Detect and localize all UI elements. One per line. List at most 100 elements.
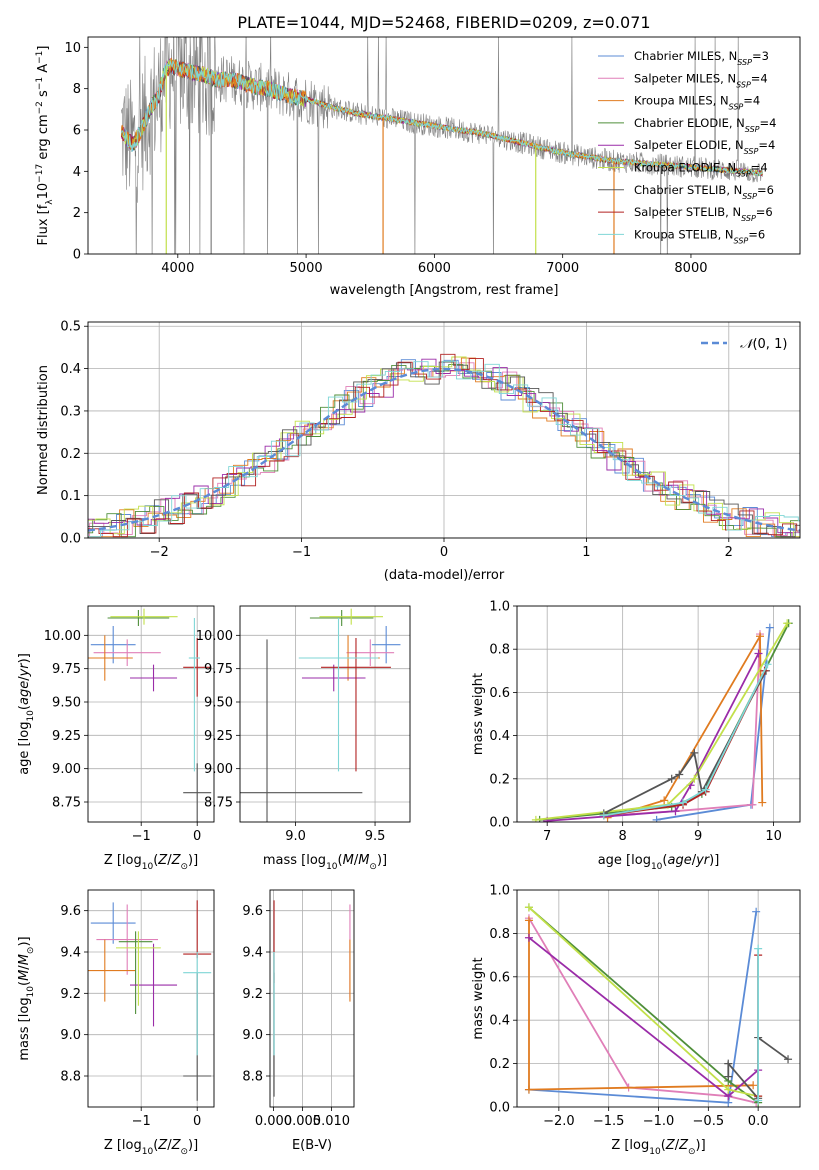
weight_vs_age-marker-chab_stelib (667, 774, 676, 783)
mass_vs_EBV-frame (269, 889, 355, 1108)
mass_vs_Z-xtick-label: −1 (132, 1114, 151, 1129)
weight_vs_age-ytick-label: 1.0 (489, 600, 510, 615)
spectrum-ytick-label: 6 (73, 124, 81, 139)
residuals-xtick-label: −2 (150, 545, 169, 560)
weight_vs_Z-xlabel: Z [log10(Z/Z⊙)] (611, 1138, 705, 1157)
residuals-xlabel: (data-model)/error (384, 568, 505, 583)
weight_vs_age-frame (516, 605, 801, 823)
weight_vs_Z-marker-krou_stelib (754, 1096, 763, 1105)
mass_vs_EBV-plot-area (270, 890, 354, 1107)
spectrum-title: PLATE=1044, MJD=52468, FIBERID=0209, z=0… (237, 13, 650, 32)
residuals-ytick-label: 0.1 (60, 489, 81, 504)
hist-chab_stelib (88, 361, 800, 538)
spectrum-ylabel: Flux [fλ10−17 erg cm−2 s−1 A−1] (35, 46, 55, 246)
mass_vs_EBV-ytick-label: 9.4 (242, 946, 263, 961)
legend-label-salp_elodie: Salpeter ELODIE, NSSP=4 (634, 138, 775, 156)
weight_vs_age-ytick-label: 0.0 (489, 816, 510, 831)
spectrum-xtick-label: 6000 (418, 261, 451, 276)
age_vs_Z-ylabel: age [log10(age/yr)] (17, 653, 36, 775)
legend-label-chab_stelib: Chabrier STELIB, NSSP=6 (634, 183, 774, 201)
weight_vs_age-xtick-label: 8 (619, 829, 627, 844)
mass_vs_Z-ytick-label: 8.8 (60, 1070, 81, 1085)
weight_vs_Z-frame (516, 889, 801, 1108)
mass_vs_EBV-ytick-label: 9.6 (242, 904, 263, 919)
mass_vs_Z-ytick-label: 9.4 (60, 946, 81, 961)
weight_vs_Z-plot-area (517, 890, 800, 1107)
age_vs_mass-ytick-label: 9.25 (204, 729, 233, 744)
residuals-xtick-label: 2 (725, 545, 733, 560)
residuals-ytick-label: 0.4 (60, 362, 81, 377)
weight_vs_age-axes: 7 8 9 10 0.0 0.2 0.4 0.6 0.8 1.0 age [log10(age/yr… (471, 600, 801, 872)
weight_vs_age-marker-chab_miles (652, 815, 661, 822)
residuals-frame (87, 321, 801, 539)
age_vs_mass-ytick-label: 9.50 (204, 696, 233, 711)
weight_vs_Z-marker-krou_elodie (524, 903, 533, 912)
legend-label-chab_elodie: Chabrier ELODIE, NSSP=4 (634, 116, 776, 133)
weight_vs_Z-xtick-label: −1.0 (643, 1114, 675, 1129)
weight_vs_Z-xtick-label: −2.0 (543, 1114, 575, 1129)
weight_vs_Z-marker-krou_miles (524, 916, 533, 925)
mass_vs_EBV-xtick-label: 0.000 (255, 1114, 292, 1129)
residuals-axes: −2 −1 0 1 2 0.0 0.1 0.2 0.3 0.4 0.5 𝒩(0, 1) (data-mo… (36, 320, 801, 583)
age_vs_mass-plot-area (240, 606, 410, 822)
mass_vs_Z-frame (87, 889, 215, 1108)
weight_vs_age-line-krou_elodie (535, 622, 788, 821)
weight_vs_age-line-chab_stelib (603, 670, 767, 815)
weight_vs_Z-xtick-label: 0.0 (748, 1114, 769, 1129)
weight_vs_Z-ytick-label: 0.2 (489, 1057, 510, 1072)
weight_vs_age-line-krou_stelib (603, 663, 769, 817)
mass_vs_Z-ytick-label: 9.0 (60, 1028, 81, 1043)
weight_vs_age-ytick-label: 0.8 (489, 643, 510, 658)
spectrum-frame (87, 36, 801, 255)
weight_vs_Z-marker-salp_elodie (524, 933, 533, 942)
weight_vs_age-marker-salp_elodie (754, 649, 763, 658)
weight_vs_Z-xtick-label: −1.5 (593, 1114, 625, 1129)
age_vs_Z-ytick-label: 9.50 (52, 696, 81, 711)
age_vs_Z-xlabel: Z [log10(Z/Z⊙)] (104, 853, 198, 872)
weight_vs_age-marker-krou_miles (660, 796, 669, 805)
hist-krou_stelib (88, 360, 800, 538)
residuals-ytick-label: 0.3 (60, 404, 81, 419)
mass_vs_Z-ytick-label: 9.6 (60, 904, 81, 919)
legend-label-chab_miles: Chabrier MILES, NSSP=3 (634, 49, 769, 67)
weight_vs_age-marker-krou_elodie (783, 619, 792, 628)
spectrum-axes: 4000 5000 6000 7000 8000 0 2 4 6 8 10 wavelength [A… (35, 36, 801, 298)
weight_vs_Z-marker-chab_miles (752, 907, 761, 916)
weight_vs_age-plot-area (517, 606, 800, 822)
age_vs_Z-xtick-label: 0 (193, 829, 201, 844)
residuals-ytick-label: 0.0 (60, 532, 81, 547)
weight_vs_Z-ytick-label: 0.0 (489, 1101, 510, 1116)
spectrum-legend: Chabrier MILES, NSSP=3 Salpeter MILES, NS… (598, 49, 776, 245)
spectrum-model-krou_stelib (120, 60, 763, 177)
weight_vs_age-marker-krou_stelib (701, 785, 710, 794)
weight_vs_Z-line-salp_miles (528, 917, 757, 1104)
legend-label-salp_miles: Salpeter MILES, NSSP=4 (634, 71, 768, 89)
residuals-ylabel: Normed distribution (36, 365, 51, 495)
hist-salp_stelib (88, 353, 800, 538)
normal-reference-curve (88, 367, 800, 532)
weight_vs_Z-ylabel: mass weight (471, 957, 486, 1039)
age_vs_mass-xtick-label: 9.0 (285, 829, 306, 844)
age_vs_Z-ytick-label: 10.00 (44, 629, 81, 644)
mass_vs_Z-plot-area (88, 890, 214, 1107)
age_vs_mass-ytick-label: 8.75 (204, 796, 233, 811)
mass_vs_Z-ytick-label: 9.2 (60, 987, 81, 1002)
weight_vs_Z-marker-chab_stelib (724, 1059, 733, 1068)
weight_vs_Z-marker-chab_stelib (784, 1055, 793, 1064)
weight_vs_age-ytick-label: 0.2 (489, 772, 510, 787)
weight_vs_age-marker-krou_stelib (679, 798, 688, 807)
age_vs_mass-ytick-label: 10.00 (196, 629, 233, 644)
weight_vs_age-xtick-label: 7 (543, 829, 551, 844)
weight_vs_Z-marker-krou_elodie (724, 1085, 733, 1094)
weight_vs_age-line-salp_elodie (547, 653, 760, 822)
weight_vs_Z-marker-krou_miles (524, 1085, 533, 1094)
spectrum-ytick-label: 8 (73, 82, 81, 97)
weight_vs_Z-marker-krou_miles (749, 1081, 758, 1090)
residuals-plot-area (88, 322, 800, 538)
mass_vs_EBV-ytick-label: 9.0 (242, 1028, 263, 1043)
weight_vs_age-ytick-label: 0.4 (489, 729, 510, 744)
residuals-ytick-label: 0.2 (60, 447, 81, 462)
weight_vs_age-xlabel: age [log10(age/yr)] (598, 853, 720, 872)
